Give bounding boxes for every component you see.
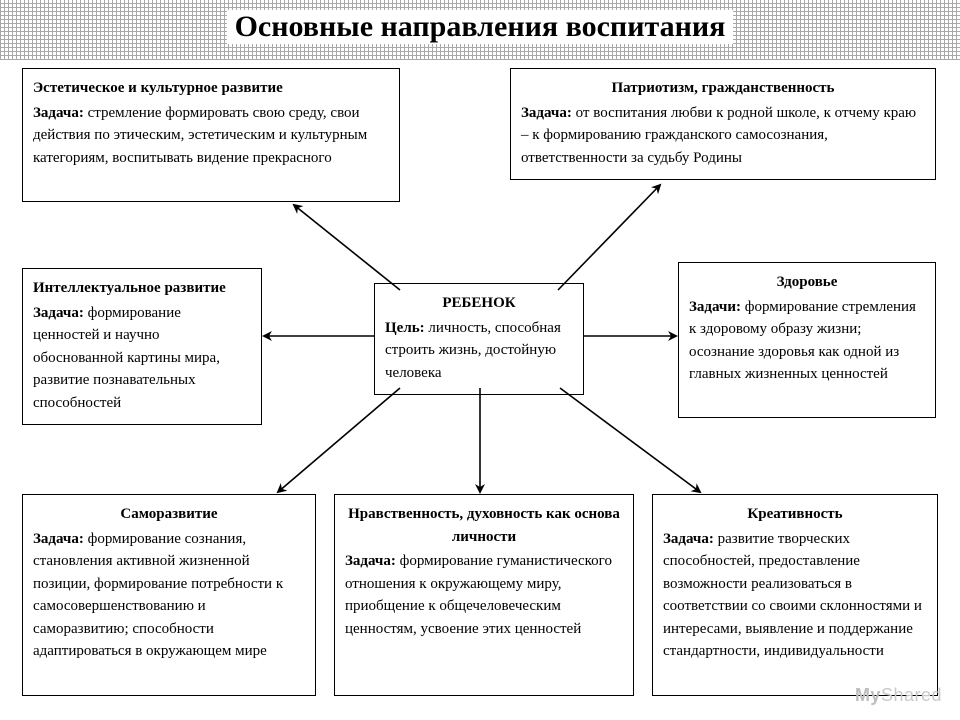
aesthetic-task-text: стремление формировать свою среду, свои … bbox=[33, 105, 367, 166]
morality-task-label: Задача: bbox=[345, 553, 396, 569]
center-heading: РЕБЕНОК bbox=[385, 292, 573, 315]
morality-body: Задача: формирование гуманистического от… bbox=[345, 550, 623, 640]
intellect-task-label: Задача: bbox=[33, 305, 84, 321]
selfdev-heading: Саморазвитие bbox=[33, 503, 305, 526]
health-heading: Здоровье bbox=[689, 271, 925, 294]
node-morality: Нравственность, духовность как основа ли… bbox=[334, 494, 634, 696]
page-title: Основные направления воспитания bbox=[0, 10, 960, 44]
node-selfdev: Саморазвитие Задача: формирование сознан… bbox=[22, 494, 316, 696]
center-body: Цель: личность, способная строить жизнь,… bbox=[385, 317, 573, 385]
intellect-heading: Интеллектуальное развитие bbox=[33, 277, 251, 300]
node-aesthetic: Эстетическое и культурное развитие Задач… bbox=[22, 68, 400, 202]
center-task-label: Цель: bbox=[385, 320, 425, 336]
node-health: Здоровье Задачи: формирование стремления… bbox=[678, 262, 936, 418]
health-task-label: Задачи: bbox=[689, 299, 741, 315]
creativity-task-text: развитие творческих способностей, предос… bbox=[663, 531, 922, 660]
morality-heading: Нравственность, духовность как основа ли… bbox=[345, 503, 623, 548]
node-creativity: Креативность Задача: развитие творческих… bbox=[652, 494, 938, 696]
selfdev-task-label: Задача: bbox=[33, 531, 84, 547]
creativity-heading: Креативность bbox=[663, 503, 927, 526]
aesthetic-heading: Эстетическое и культурное развитие bbox=[33, 77, 389, 100]
intellect-body: Задача: формирование ценностей и научно … bbox=[33, 302, 251, 415]
selfdev-body: Задача: формирование сознания, становлен… bbox=[33, 528, 305, 663]
selfdev-task-text: формирование сознания, становления актив… bbox=[33, 531, 283, 660]
patriotism-task-label: Задача: bbox=[521, 105, 572, 121]
diagram-page: Основные направления воспитания РЕБЕНОК … bbox=[0, 0, 960, 720]
patriotism-body: Задача: от воспитания любви к родной шко… bbox=[521, 102, 925, 170]
aesthetic-body: Задача: стремление формировать свою сред… bbox=[33, 102, 389, 170]
health-body: Задачи: формирование стремления к здоров… bbox=[689, 296, 925, 386]
node-patriotism: Патриотизм, гражданственность Задача: от… bbox=[510, 68, 936, 180]
creativity-body: Задача: развитие творческих способностей… bbox=[663, 528, 927, 663]
center-node: РЕБЕНОК Цель: личность, способная строит… bbox=[374, 283, 584, 395]
page-title-text: Основные направления воспитания bbox=[227, 10, 734, 44]
patriotism-heading: Патриотизм, гражданственность bbox=[521, 77, 925, 100]
node-intellect: Интеллектуальное развитие Задача: формир… bbox=[22, 268, 262, 425]
creativity-task-label: Задача: bbox=[663, 531, 714, 547]
aesthetic-task-label: Задача: bbox=[33, 105, 84, 121]
patriotism-task-text: от воспитания любви к родной школе, к от… bbox=[521, 105, 916, 166]
